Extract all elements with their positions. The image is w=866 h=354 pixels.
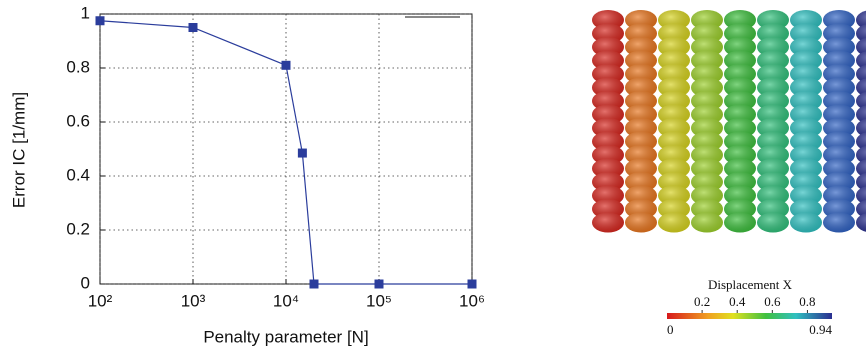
sphere-image <box>592 10 866 233</box>
y-tick-label: 1 <box>81 3 90 22</box>
sphere-shade <box>625 213 657 233</box>
colorbar-tick-label: 0.8 <box>799 294 815 309</box>
colorbar-tick-label: 0.6 <box>764 294 781 309</box>
data-point <box>189 23 198 32</box>
data-point <box>298 149 307 158</box>
y-tick-label: 0.6 <box>66 111 90 130</box>
sphere-shade <box>658 213 690 233</box>
colorbar-max: 0.94 <box>809 322 832 337</box>
sphere-shade <box>790 213 822 233</box>
y-tick-label: 0.8 <box>66 57 90 76</box>
y-tick-label: 0.2 <box>66 219 90 238</box>
data-point <box>468 280 477 289</box>
sphere-shade <box>691 213 723 233</box>
data-point <box>96 16 105 25</box>
y-tick-label: 0.4 <box>66 165 90 184</box>
figure: Penalty parameter [N] Error IC [1/mm] Di… <box>0 0 866 354</box>
sphere-shade <box>757 213 789 233</box>
y-axis-label: Error IC [1/mm] <box>9 92 28 208</box>
x-tick-label: 10⁴ <box>273 291 299 310</box>
y-tick-label: 0 <box>81 273 90 292</box>
sphere-shade <box>823 213 855 233</box>
data-point <box>375 280 384 289</box>
sphere-shade <box>592 213 624 233</box>
data-point <box>309 280 318 289</box>
sphere-shade <box>724 213 756 233</box>
colorbar-title: Displacement X <box>708 277 793 292</box>
x-tick-label: 10⁶ <box>459 291 485 310</box>
data-point <box>282 61 291 70</box>
colorbar: Displacement X 0 0.94 0.2 0.4 0.6 0.8 <box>667 277 833 337</box>
x-axis-label: Penalty parameter [N] <box>203 327 368 346</box>
sphere-shade <box>856 213 866 233</box>
colorbar-tick-label: 0.4 <box>729 294 746 309</box>
colorbar-min: 0 <box>667 322 674 337</box>
colorbar-bar <box>667 313 832 319</box>
colorbar-tick-label: 0.2 <box>694 294 710 309</box>
x-tick-label: 10² <box>88 291 113 310</box>
x-tick-label: 10⁵ <box>366 291 392 310</box>
x-tick-label: 10³ <box>181 291 206 310</box>
